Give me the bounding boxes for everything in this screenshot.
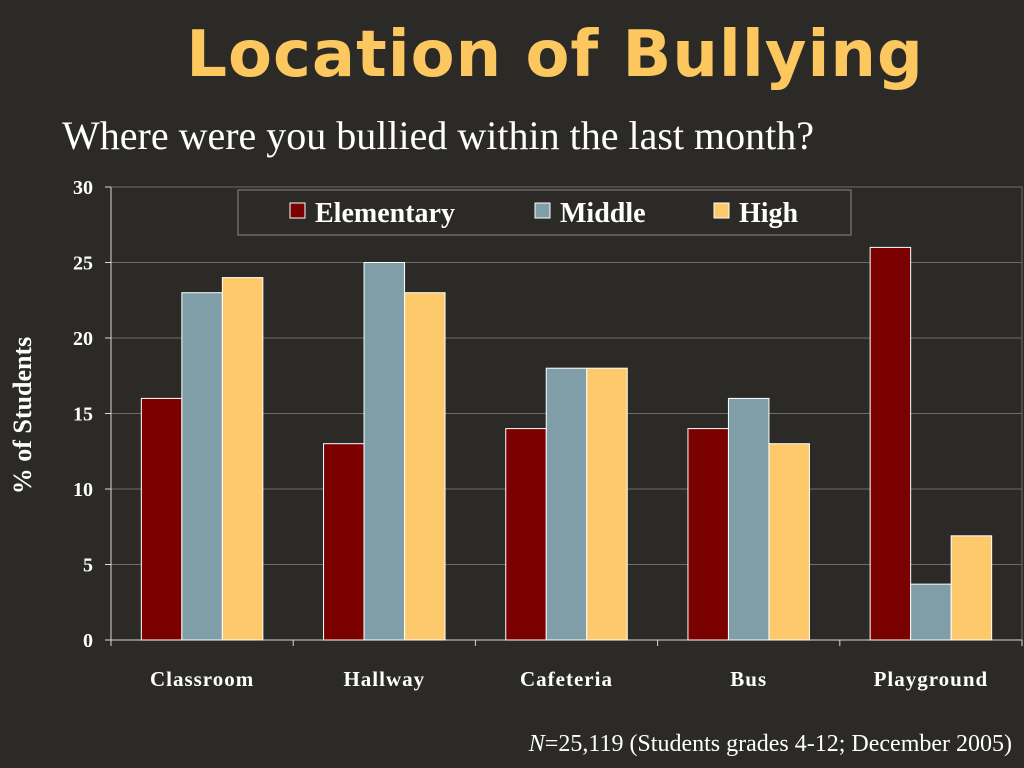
legend-label-middle: Middle (560, 198, 646, 229)
y-tick-label: 10 (73, 479, 93, 501)
y-tick-label: 20 (73, 328, 93, 350)
y-tick-label: 15 (73, 404, 93, 426)
bar-elementary-playground (869, 246, 912, 641)
bar-high-classroom (221, 277, 264, 641)
bar-high-cafeteria (586, 367, 628, 641)
footnote: N=25,119 (Students grades 4-12; December… (529, 731, 1012, 758)
bar-middle-classroom (181, 292, 223, 641)
legend-swatch-elementary (289, 202, 306, 219)
bar-middle-playground (910, 583, 952, 641)
bar-middle-bus (727, 397, 770, 641)
legend-swatch-high (713, 202, 730, 219)
legend-swatch-middle (534, 202, 551, 219)
x-tick-label: Bus (730, 667, 767, 691)
slide-title: Location of Bullying (186, 18, 924, 92)
legend-label-elementary: Elementary (315, 198, 455, 229)
y-tick-label: 30 (73, 177, 93, 199)
x-tick-label: Cafeteria (520, 667, 613, 691)
y-tick-label: 25 (73, 253, 93, 275)
bar-high-bus (768, 443, 810, 641)
footnote-text: =25,119 (Students grades 4-12; December … (544, 731, 1012, 757)
y-tick-label: 0 (83, 630, 93, 652)
y-tick-label: 5 (83, 555, 93, 577)
bar-middle-cafeteria (545, 367, 588, 641)
bar-elementary-hallway (323, 443, 365, 641)
y-axis-label: % of Students (8, 337, 37, 494)
footnote-n: N (528, 731, 545, 757)
bar-middle-hallway (363, 262, 406, 641)
bar-high-playground (950, 535, 993, 641)
bar-elementary-classroom (140, 397, 183, 641)
slide-subtitle: Where were you bullied within the last m… (62, 113, 815, 158)
x-tick-label: Playground (874, 667, 989, 691)
x-tick-label: Classroom (150, 667, 254, 691)
x-tick-label: Hallway (343, 667, 425, 691)
bar-elementary-cafeteria (505, 428, 547, 641)
legend-label-high: High (739, 198, 799, 229)
bar-elementary-bus (687, 428, 729, 641)
bar-high-hallway (404, 292, 446, 641)
